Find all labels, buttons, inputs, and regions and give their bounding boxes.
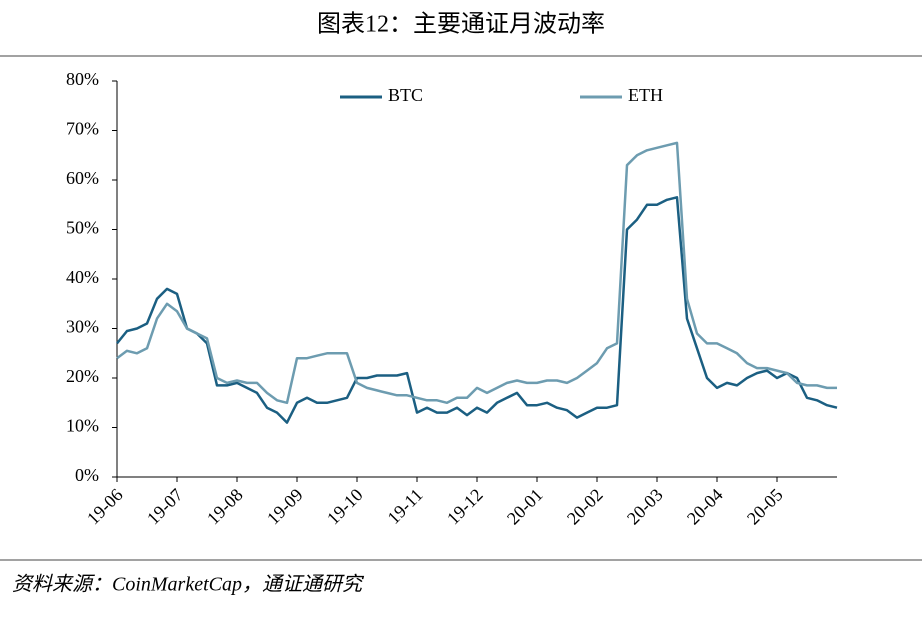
x-tick-label: 19-12	[443, 485, 487, 529]
y-tick-label: 50%	[66, 218, 99, 238]
y-tick-label: 70%	[66, 119, 99, 139]
x-tick-label: 19-07	[143, 485, 187, 529]
chart-title: 图表12：主要通证月波动率	[317, 11, 605, 38]
legend-label: ETH	[628, 85, 663, 105]
y-tick-label: 60%	[66, 168, 99, 188]
x-tick-label: 20-02	[563, 485, 607, 529]
y-tick-label: 80%	[66, 69, 99, 89]
y-tick-label: 20%	[66, 366, 99, 386]
x-tick-label: 19-11	[383, 485, 426, 528]
x-tick-label: 19-10	[323, 485, 367, 529]
series-line	[116, 141, 837, 405]
x-tick-label: 19-09	[263, 485, 307, 529]
x-tick-label: 19-06	[83, 485, 127, 529]
x-tick-label: 20-01	[503, 485, 547, 529]
x-tick-label: 20-03	[623, 485, 667, 529]
y-tick-label: 30%	[66, 317, 99, 337]
x-tick-label: 20-04	[683, 485, 727, 529]
y-tick-label: 10%	[66, 416, 99, 436]
y-tick-label: 0%	[75, 465, 99, 485]
series-line	[116, 196, 838, 424]
legend-label: BTC	[388, 85, 423, 105]
y-tick-label: 40%	[66, 267, 99, 287]
source-note: 资料来源：CoinMarketCap，通证通研究	[12, 574, 365, 596]
x-tick-label: 19-08	[203, 485, 247, 529]
x-tick-label: 20-05	[743, 485, 787, 529]
